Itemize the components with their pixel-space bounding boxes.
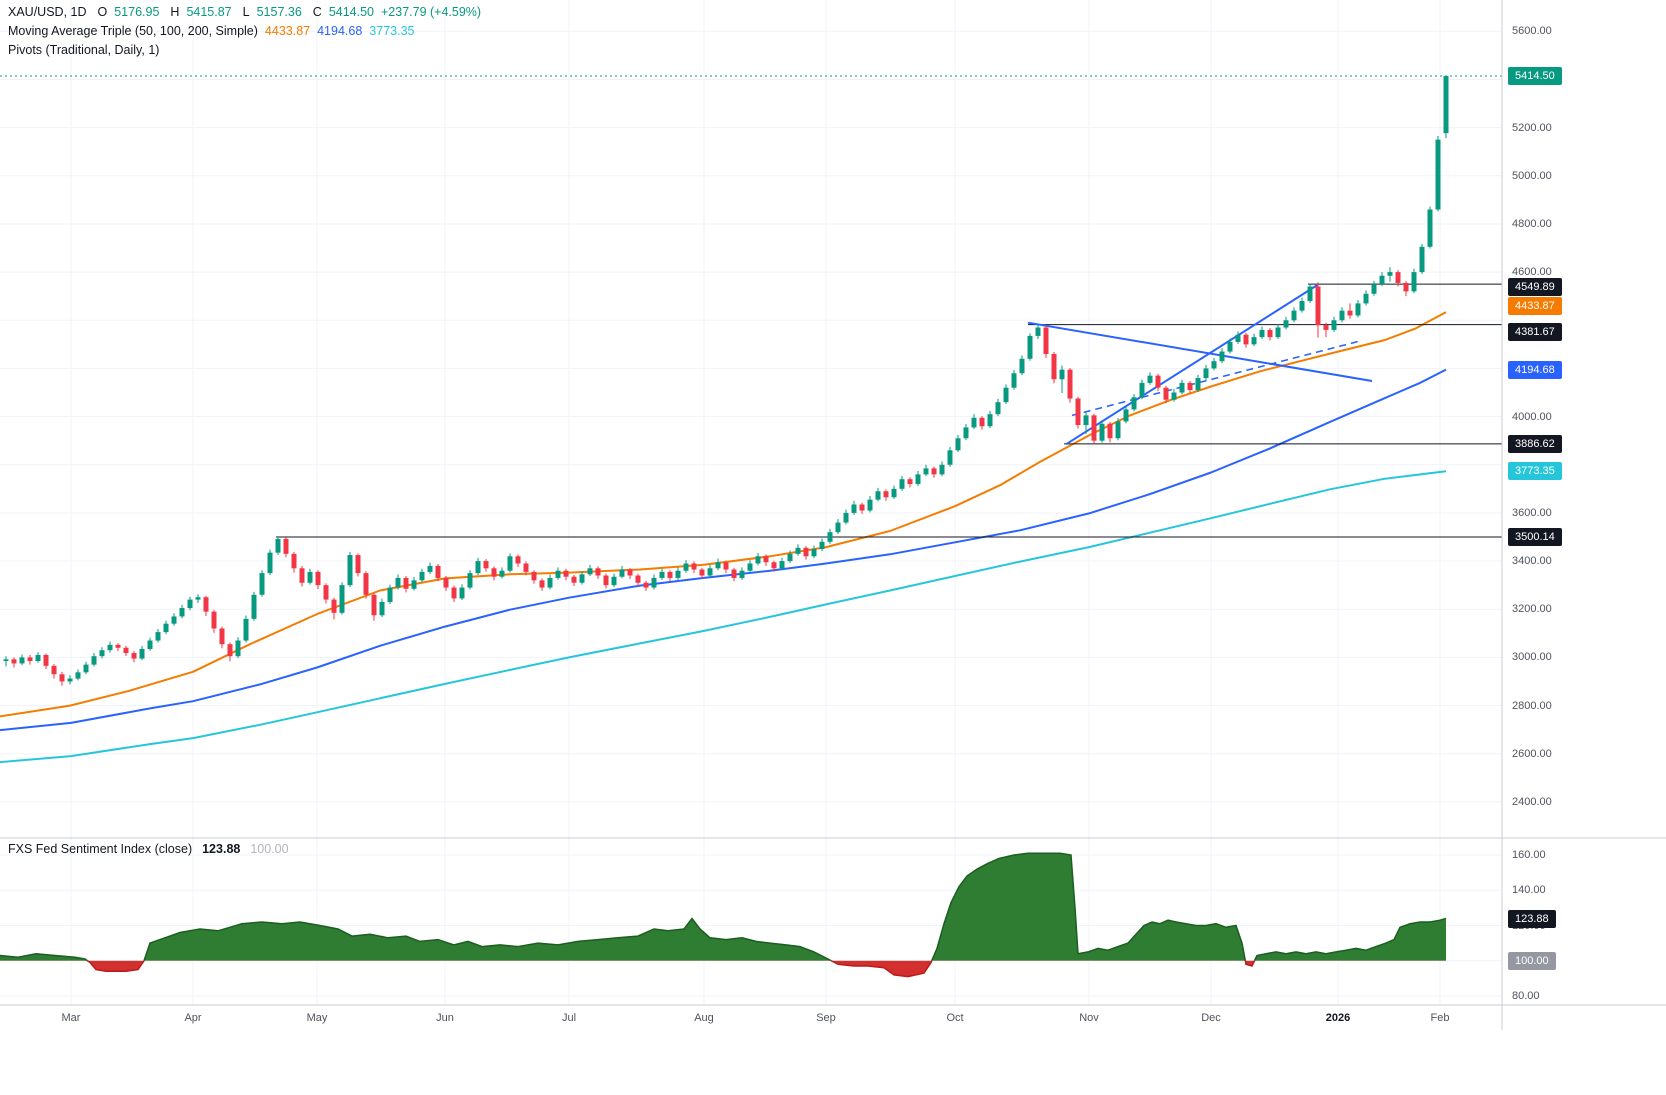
time-label-2026: 2026 [1325,1012,1351,1024]
ma200-value: 3773.35 [369,24,415,38]
ohlc-high-label: H [170,5,180,19]
price-tick-label: 3200.00 [1512,603,1552,616]
ohlc-open-value: 5176.95 [114,5,160,19]
price-tick-label: 4600.00 [1512,266,1552,279]
time-label-Feb: Feb [1430,1012,1450,1024]
trendlines[interactable] [1027,283,1373,446]
sentiment-area [0,852,1447,978]
price-tick-label: 5200.00 [1512,121,1552,134]
sentiment-tick-label: 140.00 [1512,884,1546,897]
ma-legend-row[interactable]: Moving Average Triple (50, 100, 200, Sim… [8,24,481,43]
change-value: +237.79 (+4.59%) [381,5,482,19]
sentiment-value: 123.88 [202,842,241,856]
time-label-Apr: Apr [184,1012,202,1024]
symbol-legend-row[interactable]: XAU/USD, 1D O 5176.95 H 5415.87 L 5157.36 C… [8,5,481,24]
price-badge-4194.68: 4194.68 [1508,360,1562,379]
price-tick-label: 2800.00 [1512,699,1552,712]
sma100-line [0,368,1447,732]
sentiment-tick-label: 160.00 [1512,849,1546,861]
pivots-indicator-title: Pivots (Traditional, Daily, 1) [8,43,160,57]
price-tick-label: 3000.00 [1512,651,1552,664]
pivots-legend-row[interactable]: Pivots (Traditional, Daily, 1) [8,43,481,62]
ma-indicator-title: Moving Average Triple (50, 100, 200, Sim… [8,24,258,38]
price-badge-4433.87: 4433.87 [1508,297,1562,316]
pane-borders [0,0,1666,1030]
sentiment-legend-row[interactable]: FXS Fed Sentiment Index (close) 123.88 1… [8,842,289,856]
sentiment-tick-label: 80.00 [1512,990,1540,1002]
time-label-Dec: Dec [1201,1012,1221,1024]
main-chart-legend: XAU/USD, 1D O 5176.95 H 5415.87 L 5157.36 C… [8,5,481,62]
ma50-value: 4433.87 [264,24,311,38]
sentiment-indicator-title: FXS Fed Sentiment Index (close) [8,842,193,856]
price-tick-label: 5000.00 [1512,169,1552,182]
price-badge-3886.62: 3886.62 [1508,434,1562,453]
price-badge-3500.14: 3500.14 [1508,527,1562,546]
price-tick-label: 4000.00 [1512,410,1552,423]
price-tick-label: 2600.00 [1512,747,1552,760]
price-tick-label: 3600.00 [1512,506,1552,519]
ohlc-open-label: O [97,5,108,19]
price-tick-label: 5600.00 [1512,25,1552,38]
price-badge-4381.67: 4381.67 [1508,322,1562,341]
time-label-Sep: Sep [816,1012,836,1024]
price-tick-label: 3400.00 [1512,555,1552,568]
sentiment-baseline-value: 100.00 [250,842,289,856]
price-tick-label: 4800.00 [1512,217,1552,230]
time-label-May: May [306,1012,328,1024]
sma200-line [0,470,1447,764]
ohlc-low-value: 5157.36 [256,5,302,19]
sentiment-badge-100.00: 100.00 [1508,951,1556,970]
ohlc-close-label: C [312,5,322,19]
price-badge-4549.89: 4549.89 [1508,278,1562,297]
ohlc-high-value: 5415.87 [186,5,232,19]
price-badge-5414.50: 5414.50 [1508,66,1562,85]
time-label-Jul: Jul [561,1012,577,1024]
ohlc-low-label: L [242,5,250,19]
time-label-Mar: Mar [61,1012,81,1024]
time-label-Jun: Jun [436,1012,454,1024]
candles-layer [3,75,1449,686]
time-label-Nov: Nov [1079,1012,1099,1024]
price-tick-label: 2400.00 [1512,795,1552,808]
time-axis[interactable]: Mar Apr May Jun Jul Aug Sep Oct Nov Dec 2026 Feb [0,1005,1666,1045]
time-label-Oct: Oct [946,1012,964,1024]
time-label-Aug: Aug [694,1012,714,1024]
pivot-lines [276,283,1502,538]
symbol-title: XAU/USD, 1D [8,5,87,19]
price-badge-3773.35: 3773.35 [1508,462,1562,481]
ohlc-close-value: 5414.50 [328,5,374,19]
ma100-value: 4194.68 [317,24,363,38]
price-axis[interactable]: 5600.00 5200.00 5000.00 4800.00 4600.00 4000.… [1502,0,1666,1005]
sentiment-badge-123.88: 123.88 [1508,909,1556,928]
